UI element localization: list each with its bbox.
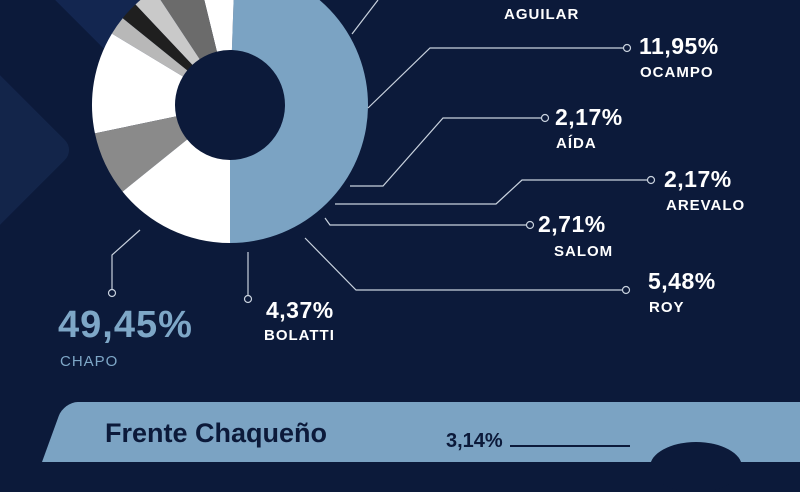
label-salom-pct: 2,71% [538,211,606,237]
label-chapo-pct: 49,45% [58,304,193,346]
donut-slice-ocampo [92,33,183,134]
donut-slice-chapo [230,0,368,243]
label-ocampo-pct: 11,95% [639,33,719,59]
leader-dot-salom [525,220,535,230]
leader-dot-arevalo [646,175,656,185]
bottom-leader-line [510,445,630,447]
donut-slice-aída [111,18,188,77]
label-aida-name: AÍDA [556,135,597,152]
leader-arevalo [335,179,651,205]
label-salom-name: SALOM [554,243,614,260]
label-aida-pct: 2,17% [555,104,623,130]
label-chapo-name: CHAPO [60,353,119,370]
bottom-title: Frente Chaqueño [105,418,328,448]
donut-slice-arevalo [122,4,193,71]
leader-aida [350,117,545,187]
leader-dot-aida [540,113,550,123]
leader-dot-roy [621,285,631,295]
label-roy-pct: 5,48% [648,268,716,294]
donut-slice-unlabeled-7 [94,116,188,192]
leader-roy [304,237,626,291]
label-arevalo-name: AREVALO [666,197,746,214]
donut-slice-aguilar [122,139,230,243]
label-ocampo-name: OCAMPO [640,64,714,81]
donut-chart [92,0,368,243]
leader-lines [107,0,656,304]
label-aguilar-name: AGUILAR [504,6,580,23]
label-arevalo-pct: 2,17% [664,166,732,192]
leader-salom [324,217,530,226]
leader-dot-bolatti [243,294,253,304]
leader-chapo [111,229,141,290]
infographic: AGUILAR 11,95% OCAMPO 2,17% AÍDA 2,17% A… [0,0,800,462]
leader-dot-ocampo [622,43,632,53]
bottom-pct: 3,14% [446,430,503,452]
leader-ocampo [367,47,627,109]
donut-slice-bolatti [204,0,234,52]
leader-aguilar [351,0,379,35]
label-bolatti-pct: 4,37% [266,297,334,323]
label-bolatti-name: BOLATTI [264,327,335,344]
donut-slice-salom [135,0,200,65]
label-roy-name: ROY [649,299,685,316]
leader-dot-chapo [107,288,117,298]
donut-slice-roy [160,0,217,60]
